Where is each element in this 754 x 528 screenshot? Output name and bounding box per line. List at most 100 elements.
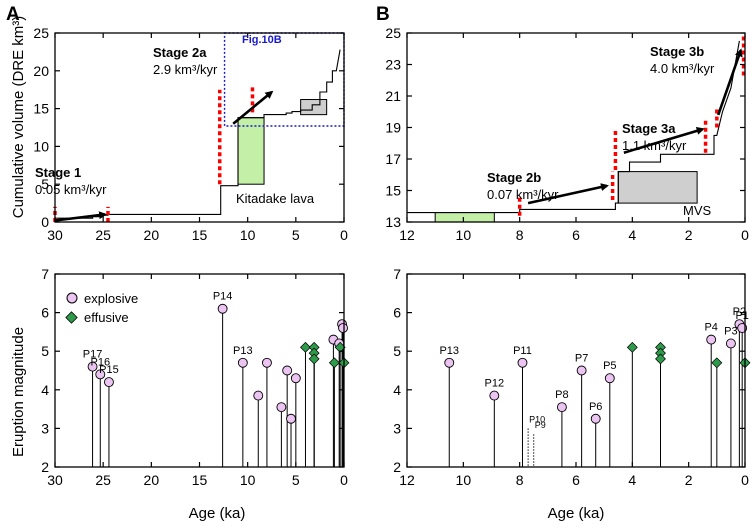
- b-top-ytick-label: 15: [385, 183, 401, 199]
- a-bot-point-label-p15: P15: [99, 364, 119, 376]
- b-bot-explosive-point-6: [604, 373, 615, 384]
- panel-label-b: B: [376, 4, 390, 25]
- b-bot-xtick-label: 10: [456, 472, 472, 488]
- b-bot-ytick-label: 3: [393, 420, 401, 436]
- stage3b-label: Stage 3b: [650, 44, 704, 59]
- a-bot-ytick-label: 2: [41, 459, 49, 475]
- stage2a-rate: 2.9 km³/kyr: [153, 62, 218, 77]
- b-bot-xtick-label: 4: [628, 472, 636, 488]
- stage1-rate: 0.05 km³/kyr: [35, 182, 107, 197]
- a-bot-explosive-point-5: [253, 390, 264, 401]
- b-bot-point-label-p12: P12: [485, 378, 505, 390]
- b-top-ytick-label: 17: [385, 151, 401, 167]
- b-bot-effusive-point-1: [655, 341, 666, 353]
- a-bot-xtick-label: 20: [144, 472, 160, 488]
- b-bot-xtick-label: 6: [572, 472, 580, 488]
- b-top-cumulative-line: [407, 40, 740, 214]
- plot-a-top: 30 25 20 15 10 5 0 0 5 10 15 20 25: [33, 25, 348, 243]
- b-bot-explosive-point-5: [590, 413, 601, 424]
- b-bot-xtick-label: 2: [685, 472, 693, 488]
- b-bot-ytick-label: 2: [393, 459, 401, 475]
- b-bot-explosive-point-2: [517, 357, 528, 368]
- a-top-ytick-label: 20: [33, 63, 49, 79]
- a-bot-effusive-point-4: [328, 357, 340, 369]
- a-bot-ytick-label: 6: [41, 305, 49, 321]
- b-bot-point-label-p13: P13: [439, 345, 459, 357]
- b-top-bar-0: [434, 212, 495, 223]
- b-top-rate-arrow-1: [623, 126, 705, 154]
- b-bot-ytick-label: 5: [393, 343, 401, 359]
- stage3b-rate: 4.0 km³/kyr: [650, 61, 715, 76]
- a-bot-effusive-point-0: [300, 341, 311, 353]
- b-bot-point-label-p1: P1: [735, 310, 748, 322]
- b-bot-xtick-label: 8: [516, 472, 524, 488]
- b-bot-explosive-point-4: [576, 365, 587, 376]
- a-top-rate-arrow-1: [232, 90, 274, 125]
- legend-effusive-marker: [65, 311, 78, 324]
- a-top-bar-1: [300, 99, 328, 116]
- b-top-xtick-label: 10: [456, 227, 472, 243]
- b-top-bar-1: [617, 171, 698, 204]
- a-bot-point-label-p16: P16: [90, 356, 110, 368]
- mvs-label: MVS: [683, 203, 712, 218]
- a-bot-explosive-point-10: [290, 373, 301, 384]
- b-top-xtick-label: 8: [516, 227, 524, 243]
- a-top-xtick-label: 20: [144, 227, 160, 243]
- b-top-ytick-label: 13: [385, 214, 401, 230]
- b-top-rate-arrow-0: [527, 183, 609, 205]
- b-bot-explosive-point-0: [444, 357, 455, 368]
- a-bot-effusive-point-2: [308, 347, 320, 359]
- a-top-xtick-label: 0: [340, 227, 348, 243]
- xlabel-b: Age (ka): [548, 505, 605, 522]
- a-top-xtick-label: 15: [192, 227, 208, 243]
- a-top-ytick-label: 25: [33, 25, 49, 41]
- xlabel-a: Age (ka): [189, 505, 246, 522]
- b-top-xtick-label: 12: [399, 227, 415, 243]
- a-bot-point-label-p17: P17: [83, 349, 103, 361]
- stage3a-label: Stage 3a: [622, 121, 676, 136]
- b-bot-frame: [406, 273, 746, 468]
- a-bot-ytick-label: 5: [41, 343, 49, 359]
- ylabel-magnitude: Eruption magnitude: [10, 327, 27, 457]
- b-bot-effusive-point-3: [655, 353, 666, 365]
- b-bot-point-label-p2: P2: [733, 306, 746, 318]
- a-bot-xtick-label: 0: [340, 472, 348, 488]
- stage2a-label: Stage 2a: [153, 45, 207, 60]
- b-bot-xtick-label: 12: [399, 472, 415, 488]
- a-top-bar-0: [237, 117, 265, 185]
- a-top-xtick-label: 30: [47, 227, 63, 243]
- legend-explosive-marker: [66, 292, 78, 304]
- a-bot-explosive-point-4: [237, 357, 248, 368]
- a-bot-xtick-label: 15: [192, 472, 208, 488]
- a-top-xtick-label: 25: [95, 227, 111, 243]
- b-bot-explosive-point-7: [706, 334, 717, 345]
- a-bot-explosive-point-7: [276, 402, 287, 413]
- b-bot-effusive-point-2: [655, 347, 666, 359]
- stage3a-rate: 1.1 km³/kyr: [622, 138, 687, 153]
- a-bot-effusive-point-3: [308, 353, 320, 365]
- stage1-label: Stage 1: [35, 165, 81, 180]
- a-bot-xtick-label: 25: [95, 472, 111, 488]
- b-top-ytick-label: 19: [385, 120, 401, 136]
- a-bot-xtick-label: 5: [292, 472, 300, 488]
- a-bot-explosive-point-14: [338, 323, 348, 333]
- b-bot-effusive-point-4: [711, 357, 723, 369]
- b-bot-ytick-label: 4: [393, 382, 401, 398]
- b-top-xtick-label: 4: [628, 227, 636, 243]
- a-bot-explosive-point-3: [217, 303, 228, 314]
- a-top-ytick-label: 5: [41, 176, 49, 192]
- b-top-xtick-label: 0: [741, 227, 749, 243]
- legend: explosive effusive: [65, 291, 138, 325]
- b-top-ytick-label: 25: [385, 25, 401, 41]
- panel-label-a: A: [6, 4, 20, 25]
- a-top-rate-arrow-0: [54, 211, 108, 222]
- a-top-ytick-label: 15: [33, 101, 49, 117]
- b-bot-explosive-point-1: [489, 390, 500, 401]
- ylabel-volume: Cumulative volume (DRE km³): [10, 16, 27, 219]
- a-bot-explosive-point-2: [103, 377, 114, 388]
- a-bot-ytick-label: 7: [41, 266, 49, 282]
- a-top-xtick-label: 10: [240, 227, 256, 243]
